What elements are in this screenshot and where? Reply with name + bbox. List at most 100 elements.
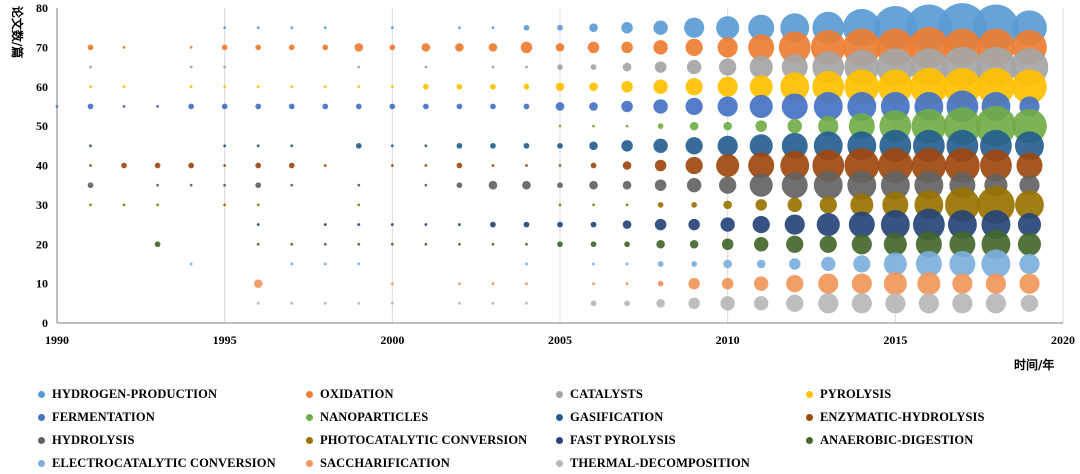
bubble bbox=[1012, 69, 1047, 105]
bubble bbox=[880, 210, 910, 240]
legend-item: HYDROLYSIS bbox=[38, 430, 135, 450]
x-tick-label: 1995 bbox=[213, 333, 237, 347]
legend-marker bbox=[806, 413, 813, 421]
bubble bbox=[89, 164, 92, 167]
bubble bbox=[357, 183, 361, 187]
bubble bbox=[848, 211, 875, 238]
bubble bbox=[255, 182, 262, 189]
bubble bbox=[625, 282, 629, 286]
bubble bbox=[691, 261, 697, 267]
bubble bbox=[390, 144, 394, 148]
bubble bbox=[653, 40, 668, 55]
bubble bbox=[622, 161, 632, 170]
bubble bbox=[357, 65, 361, 69]
legend-marker bbox=[38, 459, 45, 467]
bubble bbox=[525, 242, 528, 246]
bubble bbox=[980, 149, 1012, 182]
bubble bbox=[491, 65, 495, 69]
bubble bbox=[89, 65, 92, 69]
bubble bbox=[853, 255, 871, 273]
bubble bbox=[424, 65, 428, 69]
legend-marker bbox=[38, 390, 45, 398]
bubble bbox=[525, 65, 528, 69]
bubble bbox=[1019, 253, 1040, 275]
bubble bbox=[424, 164, 428, 167]
bubble bbox=[290, 144, 294, 148]
legend-marker bbox=[556, 413, 563, 421]
bubble bbox=[949, 250, 976, 277]
bubble bbox=[1017, 213, 1042, 237]
bubble bbox=[458, 26, 461, 30]
bubble bbox=[592, 124, 595, 128]
y-tick-label: 80 bbox=[36, 1, 48, 15]
bubble bbox=[491, 26, 495, 30]
bubble bbox=[288, 103, 295, 110]
bubble bbox=[557, 64, 563, 70]
bubble bbox=[780, 151, 810, 180]
bubble bbox=[458, 301, 461, 305]
bubble bbox=[723, 200, 732, 210]
bubble bbox=[256, 26, 260, 30]
bubble bbox=[592, 203, 595, 207]
bubble bbox=[255, 44, 262, 51]
bubble bbox=[915, 250, 942, 277]
bubble bbox=[188, 162, 194, 169]
bubble bbox=[821, 256, 836, 272]
bubble bbox=[847, 91, 877, 121]
bubble bbox=[717, 135, 738, 156]
x-tick-label: 2020 bbox=[1051, 333, 1075, 347]
legend-item: ENZYMATIC-HYDROLYSIS bbox=[806, 407, 985, 427]
bubble bbox=[851, 293, 872, 314]
bubble bbox=[558, 164, 562, 167]
bubble bbox=[323, 301, 327, 305]
bubble bbox=[752, 215, 770, 234]
legend-marker bbox=[556, 459, 563, 467]
legend-label: CATALYSTS bbox=[570, 386, 643, 401]
bubble bbox=[717, 37, 738, 58]
bubble bbox=[748, 34, 775, 61]
legend-marker bbox=[806, 390, 813, 398]
bubble bbox=[290, 26, 294, 30]
bubble bbox=[723, 121, 732, 131]
bubble bbox=[189, 45, 193, 49]
bubble bbox=[625, 203, 629, 207]
bubble bbox=[885, 293, 906, 314]
bubble bbox=[981, 249, 1011, 279]
bubble bbox=[590, 221, 597, 228]
bubble bbox=[390, 85, 394, 89]
bubble bbox=[723, 259, 732, 269]
bubble bbox=[621, 21, 633, 34]
bubble bbox=[781, 172, 808, 199]
x-tick-label: 2005 bbox=[548, 333, 572, 347]
bubble bbox=[590, 300, 597, 307]
bubble bbox=[390, 26, 394, 30]
bubble bbox=[355, 103, 362, 110]
bubble bbox=[786, 235, 804, 253]
legend-item: SACCHARIFICATION bbox=[306, 453, 450, 473]
bubble bbox=[156, 105, 160, 108]
bubble bbox=[1015, 190, 1044, 220]
bubble bbox=[657, 123, 664, 129]
bubble bbox=[592, 282, 595, 286]
bubble bbox=[557, 182, 563, 189]
bubble bbox=[589, 82, 598, 92]
bubble bbox=[456, 83, 463, 90]
bubble bbox=[558, 203, 562, 207]
legend-item: ELECTROCATALYTIC CONVERSION bbox=[38, 453, 276, 473]
bubble bbox=[688, 297, 700, 310]
bubble bbox=[818, 293, 839, 314]
bubble bbox=[749, 94, 773, 118]
bubble bbox=[357, 203, 361, 207]
legend-label: HYDROGEN-PRODUCTION bbox=[52, 386, 218, 401]
bubble bbox=[256, 301, 260, 305]
bubble bbox=[424, 242, 428, 246]
legend-label: ANAEROBIC-DIGESTION bbox=[820, 432, 974, 447]
y-tick-label: 10 bbox=[36, 277, 48, 291]
bubble bbox=[947, 210, 977, 240]
bubble bbox=[818, 273, 839, 294]
bubble bbox=[354, 43, 364, 52]
bubble bbox=[221, 103, 228, 110]
legend-marker bbox=[306, 436, 313, 444]
bubble bbox=[188, 103, 194, 110]
legend-item: FAST PYROLYSIS bbox=[556, 430, 676, 450]
